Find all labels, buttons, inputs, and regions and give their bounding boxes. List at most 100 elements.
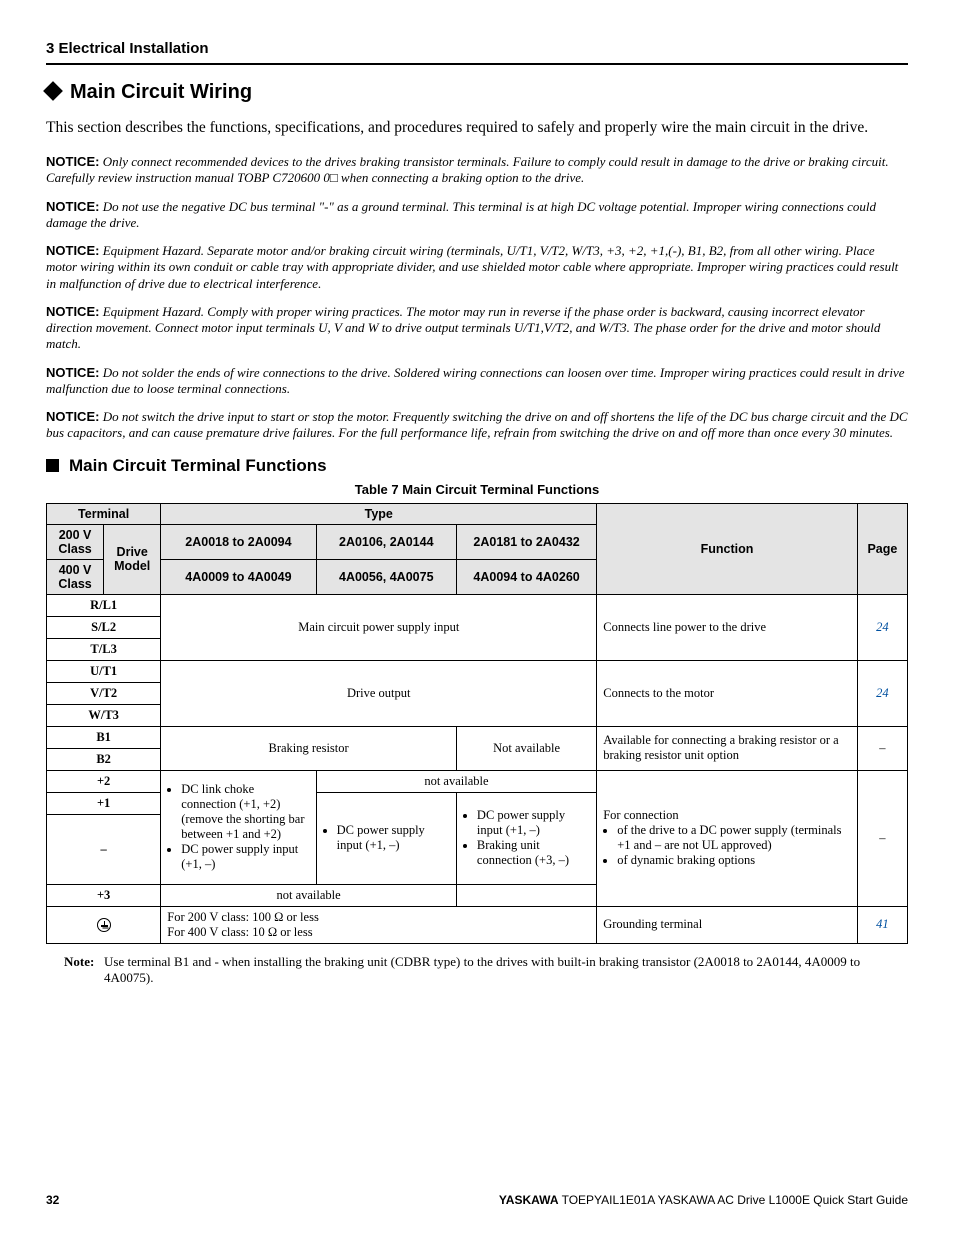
table-row: For 200 V class: 100 Ω or less For 400 V… bbox=[47, 906, 908, 943]
notice-text: Only connect recommended devices to the … bbox=[46, 154, 889, 185]
th-drive-model: Drive Model bbox=[104, 524, 161, 594]
notice: NOTICE: Do not use the negative DC bus t… bbox=[46, 199, 908, 232]
terminal-cell: W/T3 bbox=[47, 704, 161, 726]
terminal-cell: T/L3 bbox=[47, 638, 161, 660]
th-b1: 4A0009 to 4A0049 bbox=[161, 559, 316, 594]
list-item: DC power supply input (+1, –) bbox=[337, 823, 450, 853]
square-icon bbox=[46, 459, 59, 472]
function-cell: For connection of the drive to a DC powe… bbox=[597, 770, 858, 906]
terminal-cell: B1 bbox=[47, 726, 161, 748]
th-200v: 200 V Class bbox=[47, 524, 104, 559]
terminal-cell: R/L1 bbox=[47, 594, 161, 616]
func-pre: For connection bbox=[603, 808, 678, 822]
th-t2: 2A0106, 2A0144 bbox=[316, 524, 456, 559]
page-cell: – bbox=[857, 770, 907, 906]
footer-brand: YASKAWA bbox=[499, 1193, 559, 1207]
page-link[interactable]: 24 bbox=[876, 686, 889, 700]
list-item: DC link choke connection (+1, +2) (remov… bbox=[181, 782, 309, 842]
notice: NOTICE: Equipment Hazard. Comply with pr… bbox=[46, 304, 908, 353]
na-cell: Not available bbox=[456, 726, 596, 770]
terminal-cell: – bbox=[47, 814, 161, 884]
type-line: For 400 V class: 10 Ω or less bbox=[167, 925, 590, 940]
notice: NOTICE: Equipment Hazard. Separate motor… bbox=[46, 243, 908, 292]
notice: NOTICE: Do not solder the ends of wire c… bbox=[46, 365, 908, 398]
note: Note: Use terminal B1 and - when install… bbox=[46, 954, 908, 986]
chapter-header: 3 Electrical Installation bbox=[46, 40, 908, 63]
list-item: DC power supply input (+1, –) bbox=[181, 842, 309, 872]
footer-text: YASKAWA TOEPYAIL1E01A YASKAWA AC Drive L… bbox=[499, 1193, 908, 1207]
note-body: Use terminal B1 and - when installing th… bbox=[104, 954, 908, 986]
th-b2: 4A0056, 4A0075 bbox=[316, 559, 456, 594]
type-cell: Braking resistor bbox=[161, 726, 457, 770]
list-item: DC power supply input (+1, –) bbox=[477, 808, 590, 838]
table-caption: Table 7 Main Circuit Terminal Functions bbox=[46, 482, 908, 497]
notice-label: NOTICE: bbox=[46, 304, 99, 319]
th-t3: 2A0181 to 2A0432 bbox=[456, 524, 596, 559]
notice-label: NOTICE: bbox=[46, 409, 99, 424]
list-item: Braking unit connection (+3, –) bbox=[477, 838, 590, 868]
th-t1: 2A0018 to 2A0094 bbox=[161, 524, 316, 559]
function-cell: Grounding terminal bbox=[597, 906, 858, 943]
table-row: +2 DC link choke connection (+1, +2) (re… bbox=[47, 770, 908, 792]
section-heading-text: Main Circuit Wiring bbox=[70, 81, 252, 103]
na-cell: not available bbox=[316, 770, 597, 792]
th-400v: 400 V Class bbox=[47, 559, 104, 594]
type-cell: Drive output bbox=[161, 660, 597, 726]
th-page: Page bbox=[857, 503, 907, 594]
type-line: For 200 V class: 100 Ω or less bbox=[167, 910, 590, 925]
terminal-cell: S/L2 bbox=[47, 616, 161, 638]
page-link[interactable]: 24 bbox=[876, 620, 889, 634]
list-item: of dynamic braking options bbox=[617, 853, 851, 868]
type-cell: DC power supply input (+1, –) Braking un… bbox=[456, 792, 596, 884]
subsection-heading-text: Main Circuit Terminal Functions bbox=[69, 456, 327, 475]
function-cell: Available for connecting a braking resis… bbox=[597, 726, 858, 770]
notice-text: Do not solder the ends of wire connectio… bbox=[46, 365, 904, 396]
notice-text: Equipment Hazard. Separate motor and/or … bbox=[46, 243, 898, 291]
notice-text: Equipment Hazard. Comply with proper wir… bbox=[46, 304, 880, 352]
notice-text: Do not use the negative DC bus terminal … bbox=[46, 199, 876, 230]
th-type: Type bbox=[161, 503, 597, 524]
th-b3: 4A0094 to 4A0260 bbox=[456, 559, 596, 594]
terminal-cell bbox=[47, 906, 161, 943]
terminal-cell: +2 bbox=[47, 770, 161, 792]
type-cell: For 200 V class: 100 Ω or less For 400 V… bbox=[161, 906, 597, 943]
terminal-cell: +3 bbox=[47, 884, 161, 906]
type-cell: DC link choke connection (+1, +2) (remov… bbox=[161, 770, 316, 884]
ground-icon bbox=[97, 918, 111, 932]
notice: NOTICE: Do not switch the drive input to… bbox=[46, 409, 908, 442]
notice-label: NOTICE: bbox=[46, 365, 99, 380]
notice: NOTICE: Only connect recommended devices… bbox=[46, 154, 908, 187]
table-row: Terminal Type Function Page bbox=[47, 503, 908, 524]
terminal-cell: B2 bbox=[47, 748, 161, 770]
page-number: 32 bbox=[46, 1193, 59, 1207]
terminal-functions-table: Terminal Type Function Page 200 V Class … bbox=[46, 503, 908, 944]
th-function: Function bbox=[597, 503, 858, 594]
terminal-cell: +1 bbox=[47, 792, 161, 814]
subsection-heading: Main Circuit Terminal Functions bbox=[46, 456, 908, 476]
notice-text: Do not switch the drive input to start o… bbox=[46, 409, 908, 440]
footer-rest: TOEPYAIL1E01A YASKAWA AC Drive L1000E Qu… bbox=[558, 1193, 908, 1207]
note-label: Note: bbox=[46, 954, 104, 986]
divider bbox=[46, 63, 908, 65]
type-cell: Main circuit power supply input bbox=[161, 594, 597, 660]
list-item: of the drive to a DC power supply (termi… bbox=[617, 823, 851, 853]
function-cell: Connects to the motor bbox=[597, 660, 858, 726]
notice-label: NOTICE: bbox=[46, 154, 99, 169]
page-footer: 32 YASKAWA TOEPYAIL1E01A YASKAWA AC Driv… bbox=[46, 1193, 908, 1207]
terminal-cell: U/T1 bbox=[47, 660, 161, 682]
function-cell: Connects line power to the drive bbox=[597, 594, 858, 660]
table-row: U/T1 Drive output Connects to the motor … bbox=[47, 660, 908, 682]
table-row: R/L1 Main circuit power supply input Con… bbox=[47, 594, 908, 616]
terminal-cell: V/T2 bbox=[47, 682, 161, 704]
intro-paragraph: This section describes the functions, sp… bbox=[46, 118, 908, 138]
table-row: B1 Braking resistor Not available Availa… bbox=[47, 726, 908, 748]
th-terminal: Terminal bbox=[47, 503, 161, 524]
page-cell: – bbox=[857, 726, 907, 770]
na-cell: not available bbox=[161, 884, 457, 906]
type-cell: DC power supply input (+1, –) bbox=[316, 792, 456, 884]
page-link[interactable]: 41 bbox=[876, 917, 889, 931]
empty-cell bbox=[456, 884, 596, 906]
notice-label: NOTICE: bbox=[46, 243, 99, 258]
notice-label: NOTICE: bbox=[46, 199, 99, 214]
section-heading: Main Circuit Wiring bbox=[46, 81, 908, 104]
